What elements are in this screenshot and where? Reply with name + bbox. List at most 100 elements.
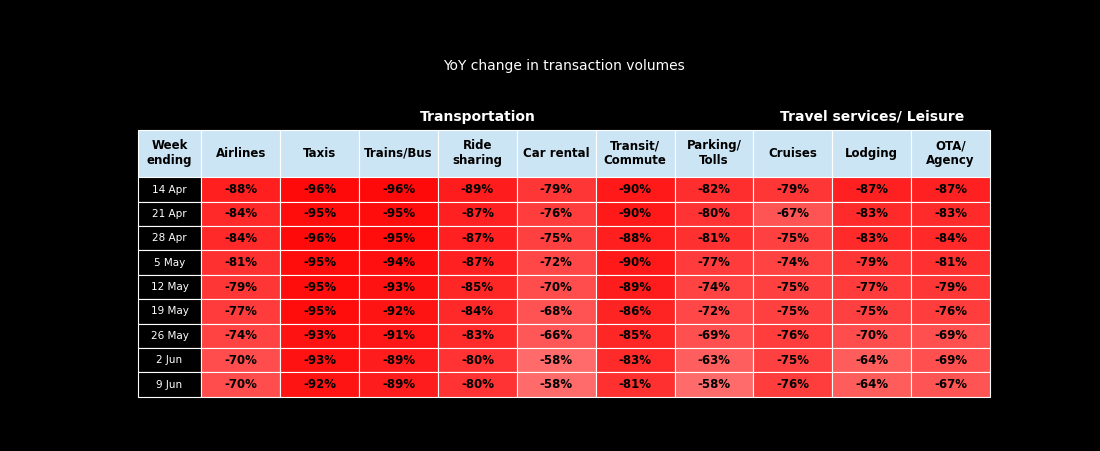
Bar bbox=[201, 299, 280, 324]
Text: -93%: -93% bbox=[304, 354, 337, 367]
Bar bbox=[138, 129, 201, 177]
Bar bbox=[517, 202, 596, 226]
Text: Taxis: Taxis bbox=[304, 147, 337, 160]
Bar bbox=[911, 299, 990, 324]
Bar bbox=[359, 324, 438, 348]
Text: -80%: -80% bbox=[461, 354, 494, 367]
Bar bbox=[754, 177, 833, 202]
Bar bbox=[754, 348, 833, 373]
Bar bbox=[138, 104, 201, 129]
Text: -90%: -90% bbox=[618, 183, 651, 196]
Bar bbox=[138, 250, 201, 275]
Bar bbox=[517, 373, 596, 397]
Text: -82%: -82% bbox=[697, 183, 730, 196]
Text: -75%: -75% bbox=[855, 305, 888, 318]
Bar bbox=[138, 348, 201, 373]
Bar bbox=[754, 202, 833, 226]
Bar bbox=[596, 129, 674, 177]
Text: -74%: -74% bbox=[777, 256, 810, 269]
Text: -85%: -85% bbox=[461, 281, 494, 294]
Text: -94%: -94% bbox=[382, 256, 415, 269]
Bar bbox=[201, 250, 280, 275]
Text: -70%: -70% bbox=[224, 378, 257, 391]
Bar bbox=[911, 129, 990, 177]
Bar bbox=[596, 275, 674, 299]
Text: Week
ending: Week ending bbox=[146, 139, 192, 167]
Text: -96%: -96% bbox=[304, 232, 337, 245]
Bar bbox=[280, 299, 359, 324]
Bar bbox=[833, 299, 911, 324]
Bar bbox=[201, 348, 280, 373]
Bar bbox=[596, 348, 674, 373]
Text: -72%: -72% bbox=[540, 256, 573, 269]
Bar bbox=[138, 202, 201, 226]
Bar bbox=[517, 299, 596, 324]
Bar bbox=[833, 202, 911, 226]
Text: -63%: -63% bbox=[697, 354, 730, 367]
Bar bbox=[754, 275, 833, 299]
Text: -64%: -64% bbox=[855, 354, 889, 367]
Text: -66%: -66% bbox=[540, 329, 573, 342]
Text: -70%: -70% bbox=[224, 354, 257, 367]
Bar bbox=[438, 373, 517, 397]
Bar bbox=[438, 348, 517, 373]
Bar bbox=[359, 299, 438, 324]
Bar bbox=[911, 226, 990, 250]
Text: 26 May: 26 May bbox=[151, 331, 188, 341]
Text: -69%: -69% bbox=[934, 354, 967, 367]
Text: -75%: -75% bbox=[777, 354, 810, 367]
Bar bbox=[280, 202, 359, 226]
Text: -83%: -83% bbox=[855, 232, 888, 245]
Text: -77%: -77% bbox=[856, 281, 888, 294]
Bar bbox=[201, 177, 280, 202]
Text: -74%: -74% bbox=[697, 281, 730, 294]
Bar bbox=[754, 104, 990, 129]
Text: -79%: -79% bbox=[934, 281, 967, 294]
Text: -96%: -96% bbox=[304, 183, 337, 196]
Bar bbox=[138, 226, 201, 250]
Text: 12 May: 12 May bbox=[151, 282, 188, 292]
Text: -89%: -89% bbox=[461, 183, 494, 196]
Text: -81%: -81% bbox=[697, 232, 730, 245]
Bar bbox=[138, 177, 201, 202]
Text: -75%: -75% bbox=[777, 232, 810, 245]
Text: -69%: -69% bbox=[697, 329, 730, 342]
Text: -64%: -64% bbox=[855, 378, 889, 391]
Bar bbox=[438, 250, 517, 275]
Bar bbox=[438, 299, 517, 324]
Text: -87%: -87% bbox=[934, 183, 967, 196]
Bar bbox=[674, 373, 754, 397]
Bar bbox=[517, 275, 596, 299]
Text: -79%: -79% bbox=[224, 281, 257, 294]
Text: -91%: -91% bbox=[382, 329, 415, 342]
Text: -75%: -75% bbox=[777, 281, 810, 294]
Text: Transportation: Transportation bbox=[419, 110, 536, 124]
Bar bbox=[201, 275, 280, 299]
Bar bbox=[517, 324, 596, 348]
Text: -79%: -79% bbox=[855, 256, 888, 269]
Text: -92%: -92% bbox=[382, 305, 415, 318]
Bar bbox=[833, 129, 911, 177]
Bar bbox=[438, 129, 517, 177]
Text: -83%: -83% bbox=[618, 354, 651, 367]
Text: -88%: -88% bbox=[224, 183, 257, 196]
Text: 2 Jun: 2 Jun bbox=[156, 355, 183, 365]
Text: -70%: -70% bbox=[856, 329, 888, 342]
Bar bbox=[911, 177, 990, 202]
Bar bbox=[674, 324, 754, 348]
Text: -81%: -81% bbox=[618, 378, 651, 391]
Bar bbox=[911, 202, 990, 226]
Text: -75%: -75% bbox=[777, 305, 810, 318]
Bar bbox=[674, 177, 754, 202]
Bar bbox=[138, 324, 201, 348]
Text: -89%: -89% bbox=[618, 281, 651, 294]
Text: -93%: -93% bbox=[382, 281, 415, 294]
Bar bbox=[280, 129, 359, 177]
Bar bbox=[833, 177, 911, 202]
Bar bbox=[201, 226, 280, 250]
Text: -76%: -76% bbox=[777, 378, 810, 391]
Text: -69%: -69% bbox=[934, 329, 967, 342]
Text: -76%: -76% bbox=[934, 305, 967, 318]
Text: -96%: -96% bbox=[382, 183, 415, 196]
Text: -89%: -89% bbox=[382, 354, 415, 367]
